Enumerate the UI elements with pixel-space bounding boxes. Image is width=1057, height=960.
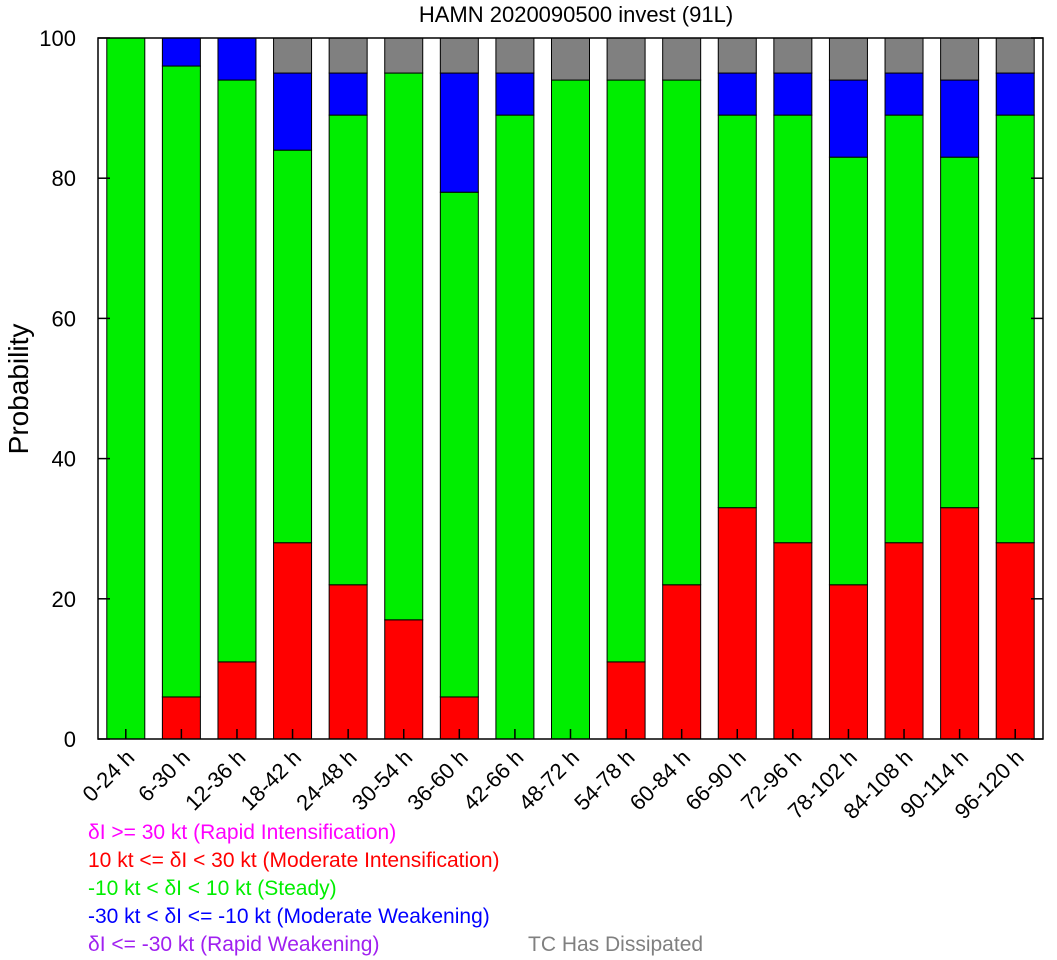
bar-mw-1 [161,37,201,67]
legend-rapid-intensification: δI >= 30 kt (Rapid Intensification) [88,821,397,844]
x-tick-label-8: 48-72 h [514,745,584,815]
bar-steady-8 [551,79,590,740]
x-tick-label-2: 12-36 h [180,745,250,815]
legend-moderate-weakening: -30 kt < δI <= -10 kt (Moderate Weakenin… [88,905,490,928]
bar-steady-4 [328,114,368,586]
y-tick-label-1: 20 [52,587,76,612]
bar-steady-9 [606,79,646,663]
bar-mw-14 [884,72,924,116]
y-tick-label-4: 80 [52,166,76,191]
bar-dissipated-5 [384,37,424,74]
bar-mi-9 [606,661,646,740]
bar-steady-7 [495,114,535,740]
bar-steady-13 [828,156,868,586]
x-tick-label-10: 60-84 h [625,745,695,815]
bar-mi-15 [940,507,980,740]
bar-mw-16 [995,72,1035,116]
bar-mw-12 [773,72,813,116]
x-tick-label-0: 0-24 h [78,745,140,807]
bar-mw-4 [328,72,368,116]
bar-mi-10 [662,584,702,740]
bar-steady-5 [384,72,424,621]
bars-group [106,37,1035,740]
bar-mi-16 [995,542,1035,740]
legend-tc-dissipated: TC Has Dissipated [528,933,704,956]
bar-mw-11 [717,72,757,116]
x-tick-label-5: 30-54 h [347,745,417,815]
x-tick-label-7: 42-66 h [458,745,528,815]
x-tick-label-9: 54-78 h [569,745,639,815]
y-axis-label: Probability [3,324,34,455]
bar-dissipated-13 [828,37,868,81]
bar-dissipated-9 [606,37,646,81]
bar-dissipated-7 [495,37,535,74]
bar-steady-3 [273,149,313,544]
bar-mi-11 [717,507,757,740]
y-tick-label-5: 100 [39,26,76,51]
bar-dissipated-8 [551,37,590,81]
bar-mi-4 [328,584,368,740]
bar-mw-2 [217,37,257,81]
bar-mi-5 [384,619,424,740]
legend-moderate-intensification: 10 kt <= δI < 30 kt (Moderate Intensific… [88,849,500,872]
bar-dissipated-10 [662,37,702,81]
bar-dissipated-11 [717,37,757,74]
bar-steady-1 [161,65,201,698]
legend-steady: -10 kt < δI < 10 kt (Steady) [88,877,337,900]
bar-dissipated-4 [328,37,368,74]
x-tick-label-4: 24-48 h [291,745,361,815]
bar-mi-3 [273,542,313,740]
bar-dissipated-12 [773,37,813,74]
bar-mi-13 [828,584,868,740]
bar-mi-2 [217,661,257,740]
x-tick-label-11: 66-90 h [680,745,750,815]
bar-steady-2 [217,79,257,663]
bar-steady-16 [995,114,1035,544]
bar-mw-7 [495,72,535,116]
bar-steady-10 [662,79,702,586]
bar-steady-0 [106,37,146,740]
bar-dissipated-14 [884,37,924,74]
legend-rapid-weakening: δI <= -30 kt (Rapid Weakening) [88,933,380,956]
bar-steady-14 [884,114,924,544]
bar-dissipated-3 [273,37,313,74]
bar-mw-13 [828,79,868,158]
bar-mw-15 [940,79,980,158]
bar-steady-12 [773,114,813,544]
y-tick-label-2: 40 [52,447,76,472]
bar-steady-15 [940,156,980,509]
bar-steady-6 [439,191,479,698]
x-tick-label-3: 18-42 h [236,745,306,815]
y-tick-label-3: 60 [52,306,76,331]
bar-steady-11 [717,114,757,509]
bar-mi-12 [773,542,813,740]
bar-mw-6 [439,72,479,193]
chart-title: HAMN 2020090500 invest (91L) [419,2,733,27]
bar-mw-3 [273,72,313,151]
x-tick-label-6: 36-60 h [402,745,472,815]
bar-mi-14 [884,542,924,740]
stacked-bar-chart: HAMN 2020090500 invest (91L) Probability… [3,2,1044,820]
bar-dissipated-15 [940,37,980,81]
y-tick-label-0: 0 [64,727,76,752]
bar-dissipated-16 [995,37,1035,74]
bar-dissipated-6 [439,37,479,74]
